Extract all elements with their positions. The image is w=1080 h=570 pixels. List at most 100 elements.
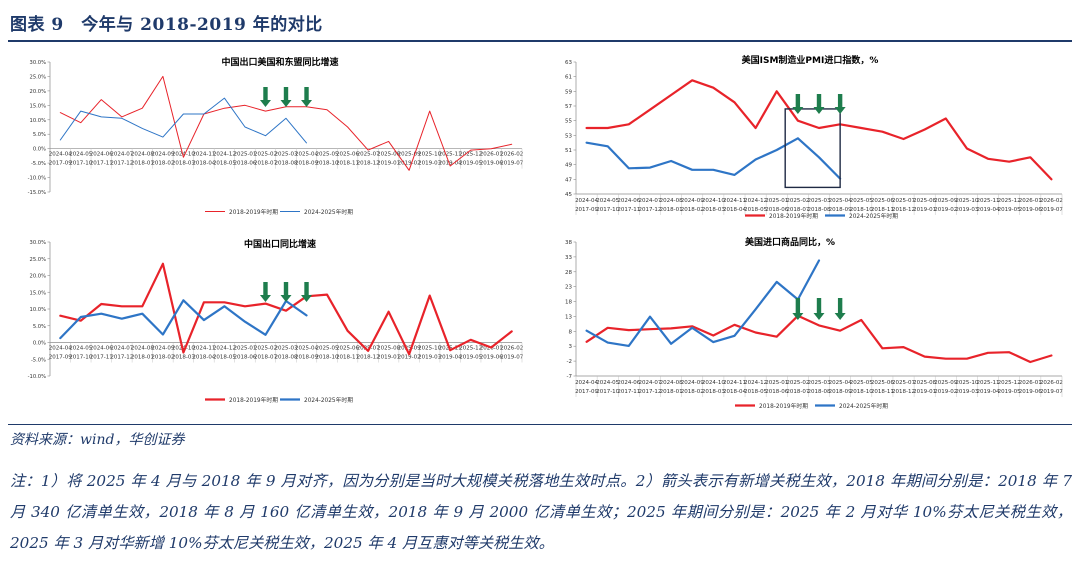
x-tick-label-bottom: 2018-07 [254, 161, 277, 167]
down-arrow-icon [301, 87, 313, 107]
legend-label: 2024-2025年时期 [849, 212, 898, 220]
x-tick-label-bottom: 2018-11 [871, 207, 894, 213]
x-tick-label-top: 2026-02 [1040, 380, 1063, 386]
x-tick-label-top: 2024-12 [213, 346, 236, 352]
x-tick-label-bottom: 2017-09 [575, 389, 598, 395]
x-tick-label-bottom: 2018-10 [316, 355, 339, 361]
y-tick-label: 10.0% [30, 118, 47, 124]
x-tick-label-bottom: 2017-10 [596, 207, 619, 213]
chart-title: 美国进口商品同比，% [745, 236, 835, 248]
x-tick-label-top: 2024-07 [110, 346, 133, 352]
arrow-shaft [816, 94, 822, 108]
x-tick-label-bottom: 2018-10 [850, 207, 873, 213]
x-tick-label-bottom: 2018-08 [275, 161, 298, 167]
arrow-head [813, 313, 825, 320]
x-tick-label-bottom: 2018-05 [213, 161, 236, 167]
x-tick-label-bottom: 2019-02 [398, 161, 421, 167]
x-tick-label-bottom: 2019-01 [377, 161, 400, 167]
x-tick-label-top: 2024-05 [596, 198, 619, 204]
x-tick-label-bottom: 2019-05 [998, 207, 1021, 213]
legend-label: 2018-2019年时期 [769, 212, 818, 220]
x-tick-label-top: 2024-05 [69, 346, 92, 352]
x-tick-label-bottom: 2017-11 [617, 207, 640, 213]
y-tick-label: 51 [565, 148, 572, 154]
chart-title: 中国出口同比增速 [244, 238, 316, 250]
x-tick-label-bottom: 2019-03 [418, 355, 441, 361]
highlight-box [784, 108, 841, 189]
x-tick-label-top: 2025-03 [808, 380, 831, 386]
down-arrow-icon [280, 87, 292, 107]
x-tick-label-top: 2025-10 [418, 152, 441, 158]
x-tick-label-top: 2025-07 [357, 152, 380, 158]
x-tick-label-top: 2025-01 [233, 152, 256, 158]
series-line-red [585, 79, 1053, 181]
x-tick-label-bottom: 2018-06 [765, 207, 788, 213]
x-tick-label-top: 2024-10 [172, 346, 195, 352]
down-arrow-icon [834, 298, 846, 320]
arrow-shaft [795, 298, 801, 314]
arrow-head [259, 295, 271, 302]
x-tick-label-top: 2025-02 [254, 152, 277, 158]
arrow-shaft [304, 87, 309, 101]
y-tick-label: 25.0% [30, 257, 47, 263]
arrow-shaft [263, 87, 268, 101]
x-tick-label-top: 2024-04 [49, 152, 72, 158]
x-tick-label-top: 2024-12 [744, 380, 767, 386]
x-tick-label-bottom: 2019-01 [377, 355, 400, 361]
x-tick-label-bottom: 2019-03 [955, 207, 978, 213]
x-tick-label-bottom: 2018-08 [808, 207, 831, 213]
x-tick-label-top: 2024-06 [617, 198, 640, 204]
y-tick-label: 33 [565, 255, 572, 261]
x-tick-label-bottom: 2019-05 [459, 161, 482, 167]
y-tick-label: -15.0% [28, 190, 46, 196]
x-tick-label-top: 2024-07 [110, 152, 133, 158]
x-tick-label-bottom: 2019-04 [439, 161, 462, 167]
x-tick-label-bottom: 2018-01 [660, 207, 683, 213]
y-tick-label: 25.0% [30, 74, 47, 80]
x-tick-label-top: 2025-08 [913, 380, 936, 386]
y-tick-label: -2 [567, 359, 572, 365]
x-tick-label-bottom: 2019-04 [439, 355, 462, 361]
y-tick-label: 55 [565, 119, 572, 125]
arrow-head [280, 295, 292, 302]
y-tick-label: 10.0% [30, 307, 47, 313]
x-tick-label-top: 2024-11 [192, 346, 215, 352]
arrow-head [301, 100, 313, 107]
x-tick-label-bottom: 2018-11 [336, 161, 359, 167]
x-tick-label-top: 2024-09 [681, 380, 704, 386]
x-tick-label-top: 2025-04 [295, 346, 318, 352]
series-line-blue [585, 137, 842, 180]
arrow-shaft [304, 282, 309, 296]
y-tick-label: 18 [565, 300, 572, 306]
x-tick-label-top: 2024-12 [213, 152, 236, 158]
x-tick-label-bottom: 2018-04 [192, 355, 215, 361]
x-tick-label-bottom: 2018-01 [131, 161, 154, 167]
arrow-shaft [283, 87, 289, 101]
x-tick-label-bottom: 2018-03 [702, 389, 725, 395]
x-tick-label-bottom: 2018-12 [357, 355, 380, 361]
x-tick-label-bottom: 2018-06 [233, 161, 256, 167]
series-line-blue [585, 259, 821, 348]
x-tick-label-top: 2025-05 [316, 346, 339, 352]
legend-label: 2024-2025年时期 [304, 396, 353, 404]
y-tick-label: 61 [565, 75, 572, 81]
x-tick-label-bottom: 2019-05 [459, 355, 482, 361]
x-tick-label-top: 2025-01 [765, 380, 788, 386]
legend-label: 2018-2019年时期 [229, 396, 278, 404]
x-tick-label-bottom: 2018-11 [336, 355, 359, 361]
x-tick-label-top: 2025-05 [316, 152, 339, 158]
y-tick-label: 8 [569, 329, 573, 335]
y-tick-label: 59 [565, 89, 572, 95]
x-tick-label-bottom: 2019-07 [1040, 389, 1063, 395]
down-arrow-icon [813, 298, 825, 320]
x-tick-label-top: 2025-12 [998, 198, 1021, 204]
down-arrow-icon [813, 94, 825, 114]
x-tick-label-top: 2024-08 [131, 346, 154, 352]
arrow-head [792, 313, 804, 320]
x-tick-label-top: 2024-04 [575, 198, 598, 204]
x-tick-label-bottom: 2018-05 [744, 207, 767, 213]
x-tick-label-bottom: 2018-05 [213, 355, 236, 361]
x-tick-label-top: 2024-09 [151, 346, 174, 352]
arrow-head [813, 107, 825, 114]
y-tick-label: 15.0% [30, 103, 47, 109]
